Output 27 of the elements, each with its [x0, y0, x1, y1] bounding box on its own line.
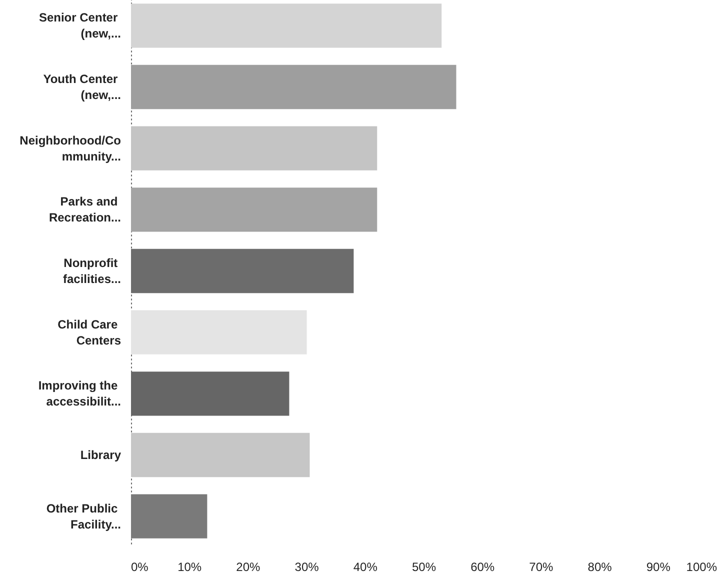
bar — [131, 494, 208, 538]
x-tick-label: 100% — [686, 560, 718, 574]
x-tick-label: 10% — [178, 560, 202, 574]
bar — [131, 310, 307, 354]
bar — [131, 64, 456, 110]
x-tick-label: 40% — [353, 560, 378, 574]
x-tick-label: 80% — [588, 560, 612, 574]
x-tick-label: 60% — [470, 560, 495, 574]
x-tick-label: 90% — [646, 560, 671, 574]
x-tick-label: 50% — [412, 560, 436, 574]
bar — [131, 4, 442, 48]
y-tick-label: Child Care Centers — [58, 317, 122, 348]
y-tick-label: Nonprofit facilities... — [62, 256, 121, 286]
y-tick-label: Neighborhood/Community... — [20, 133, 121, 164]
y-tick-label: Youth Center (new,... — [43, 72, 121, 102]
y-tick-label: Library — [80, 448, 122, 462]
x-tick-label: 20% — [236, 560, 261, 574]
y-tick-label: Improving the accessibilit... — [38, 378, 121, 409]
y-tick-label: Senior Center (new,... — [38, 10, 121, 41]
bar — [131, 126, 378, 170]
y-tick-label: Other Public Facility... — [46, 501, 121, 532]
bar — [131, 432, 310, 478]
x-tick-label: 30% — [294, 560, 320, 574]
x-tick-label: 70% — [529, 560, 554, 574]
y-tick-label: Parks and Recreation... — [48, 194, 121, 225]
x-tick-label: 0% — [131, 560, 149, 574]
bar — [131, 188, 378, 232]
